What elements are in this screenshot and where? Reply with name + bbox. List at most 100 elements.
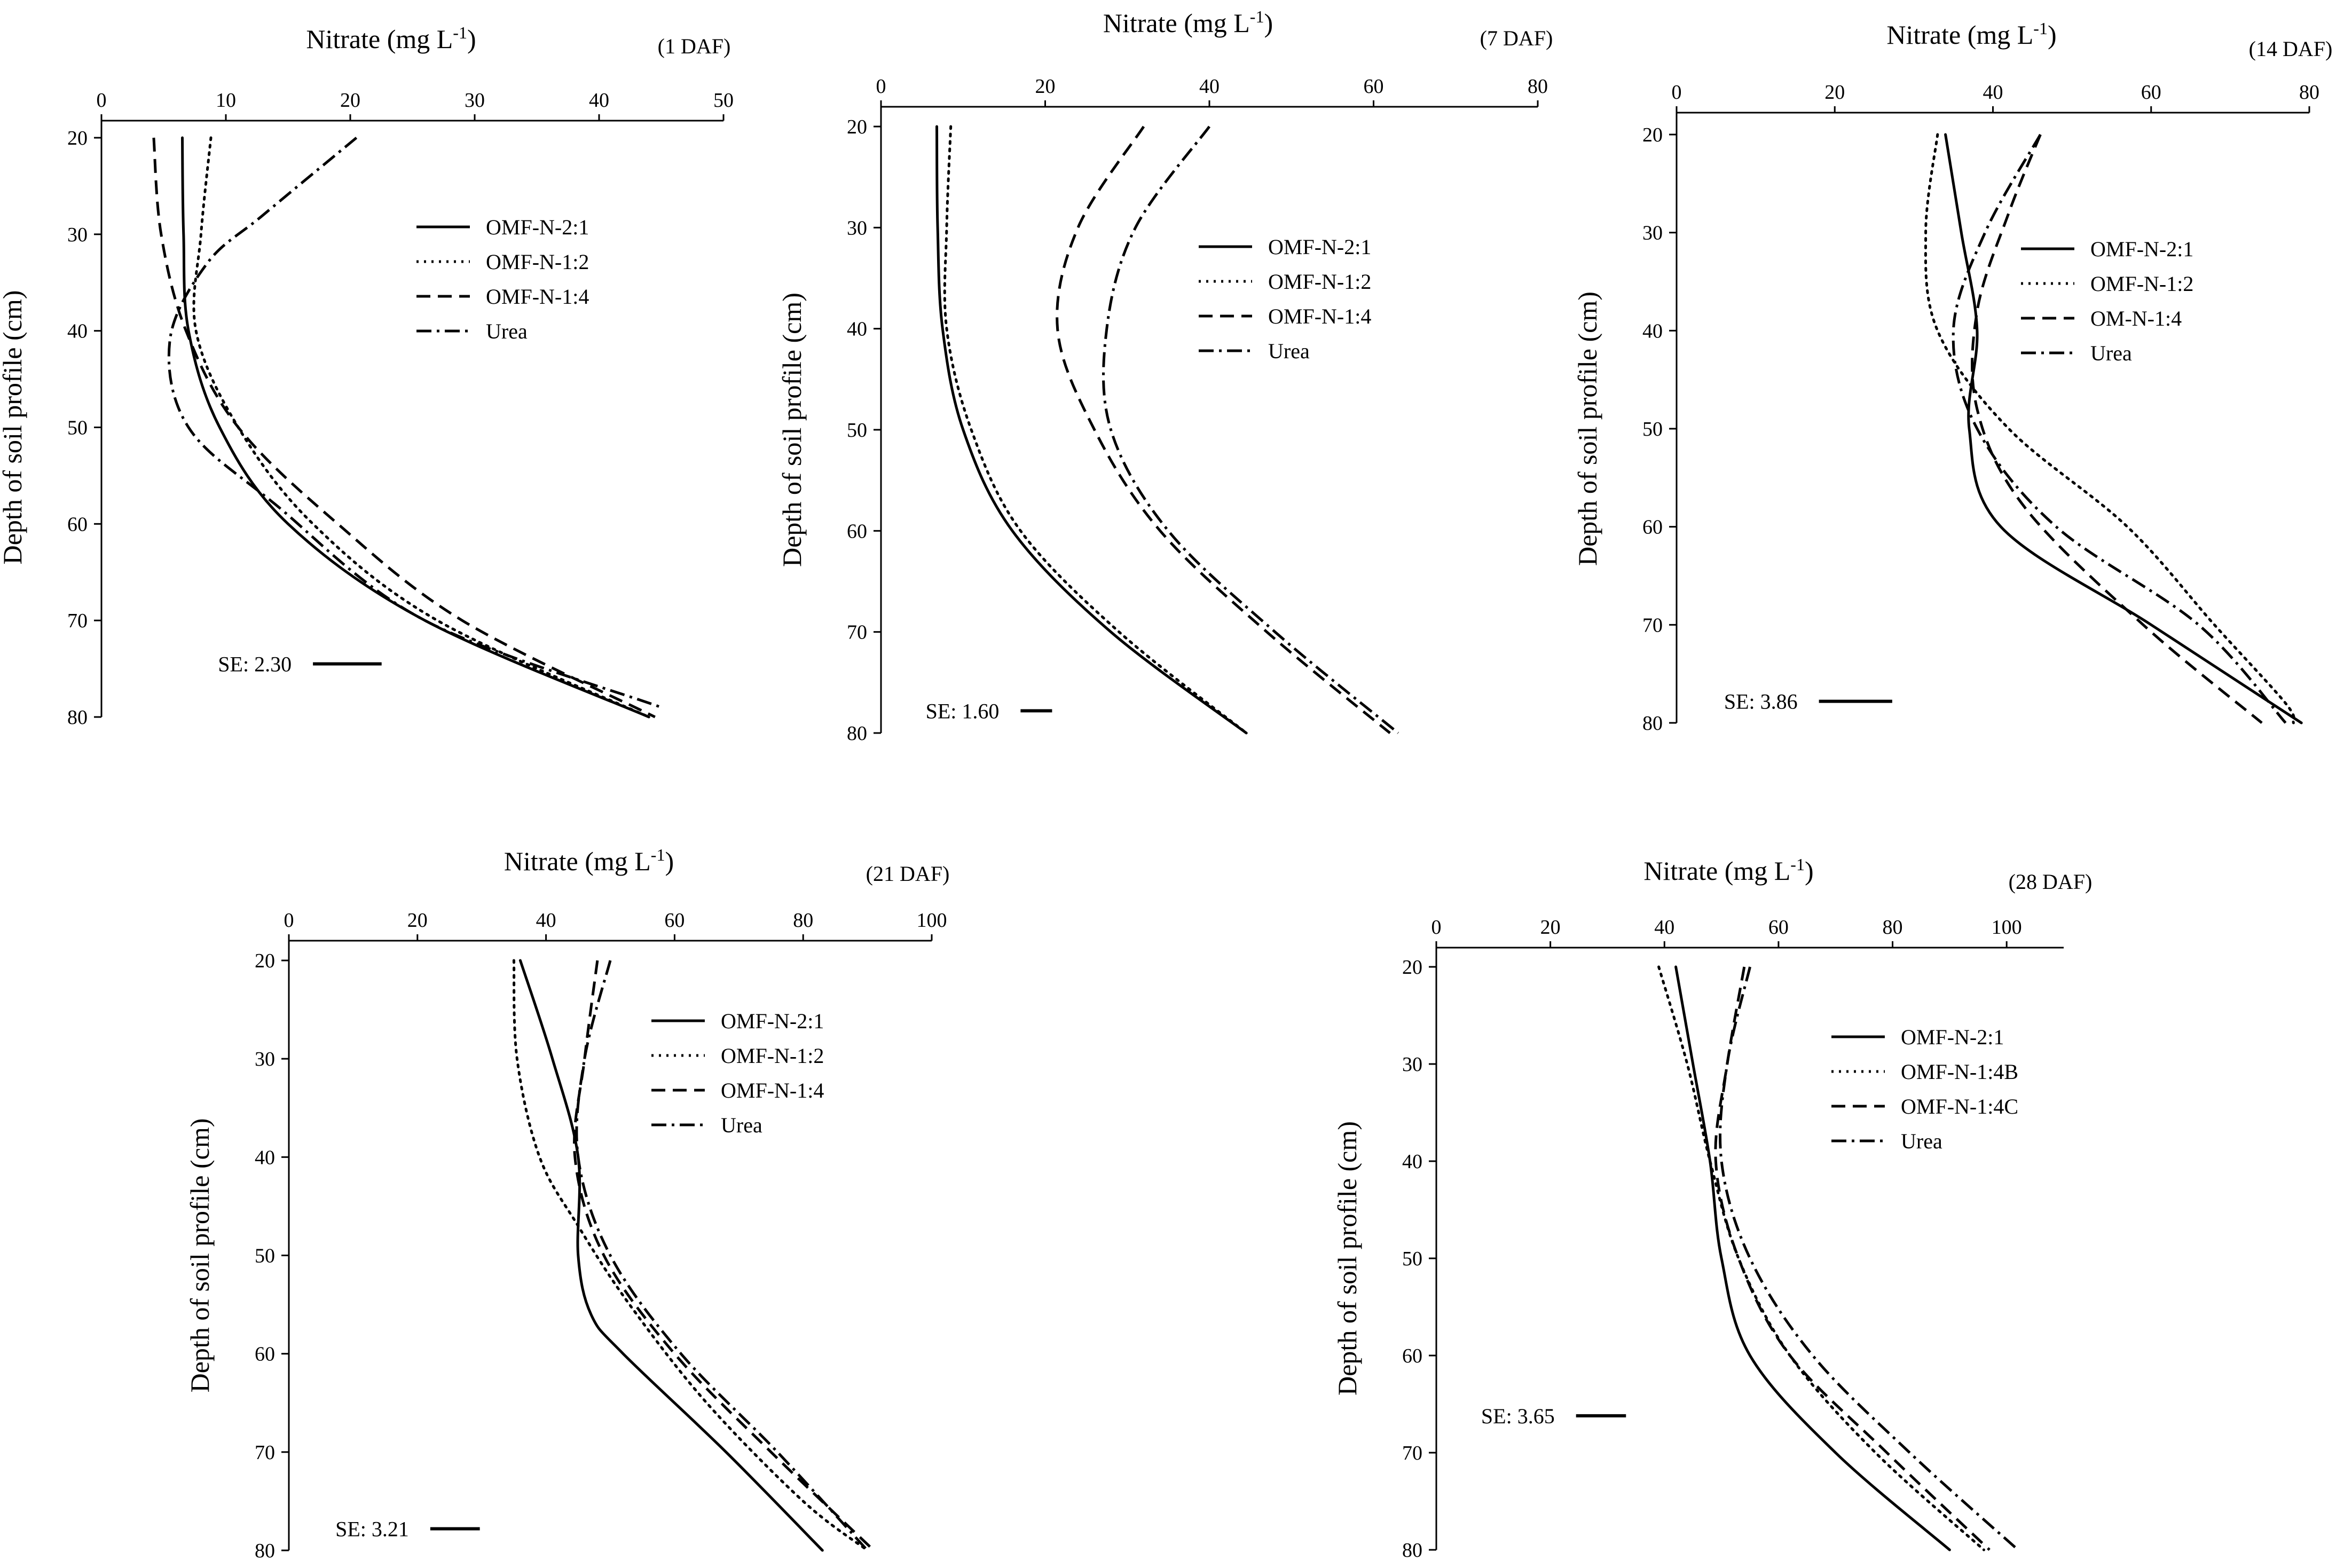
x-tick-label: 30	[465, 89, 485, 112]
y-tick-label: 60	[847, 520, 867, 542]
x-tick-label: 60	[2141, 81, 2161, 104]
series-line-omf-n-2-1	[1944, 133, 2303, 724]
y-tick-label: 70	[1402, 1442, 1422, 1464]
chart-panel-5: 0 20 40 60 80 100 20 30 40 50 60 70 80 Nitrate (mg L-…	[1332, 855, 2092, 1562]
y-tick-label: 40	[255, 1146, 275, 1169]
panel-tag: (7 DAF)	[1480, 26, 1553, 50]
x-axis-title: Nitrate (mg L-1)	[306, 23, 476, 54]
series-line-omf-n-2-1	[935, 125, 1248, 735]
y-tick-label: 60	[1642, 516, 1663, 539]
x-tick-label: 100	[917, 909, 947, 932]
y-tick-label: 80	[255, 1540, 275, 1562]
x-tick-label: 50	[713, 89, 734, 112]
legend-label: OMF-N-2:1	[1901, 1025, 2004, 1049]
y-tick-label: 60	[1402, 1345, 1422, 1367]
series-line-omf-n-2-1	[181, 136, 650, 719]
y-tick-label: 80	[1642, 712, 1663, 735]
se-label: SE: 3.21	[335, 1517, 409, 1541]
se-label: SE: 3.86	[1724, 690, 1798, 714]
x-tick-label: 20	[1540, 916, 1561, 939]
legend-label: OMF-N-1:4	[721, 1078, 824, 1102]
legend-label: Urea	[2090, 341, 2132, 365]
y-axis-title: Depth of soil profile (cm)	[1332, 1121, 1362, 1396]
panel-tag: (14 DAF)	[2249, 37, 2333, 61]
legend-label: OMF-N-1:4B	[1901, 1060, 2018, 1084]
x-tick-label: 40	[1983, 81, 2003, 104]
legend-label: OMF-N-1:2	[721, 1044, 824, 1068]
legend: OMF-N-2:1 OMF-N-1:2 OMF-N-1:4 Urea	[651, 1009, 824, 1137]
y-axis-title: Depth of soil profile (cm)	[0, 290, 27, 565]
se-label: SE: 1.60	[926, 699, 1000, 723]
chart-panel-4: 0 20 40 60 80 100 20 30 40 50 60 70 80 Nitrate (mg L-…	[185, 845, 949, 1562]
x-tick-label: 20	[407, 909, 428, 932]
y-tick-label: 30	[1642, 222, 1663, 245]
series-line-urea	[1719, 966, 2019, 1551]
series-line-omf-n-2-1	[518, 959, 824, 1552]
y-tick-label: 50	[255, 1245, 275, 1267]
x-tick-label: 80	[1883, 916, 1903, 939]
series-line-omf-n-1-2	[192, 136, 650, 719]
series-line-urea	[575, 960, 869, 1551]
x-tick-label: 0	[284, 909, 294, 932]
x-tick-label: 60	[1364, 75, 1384, 98]
x-axis-title: Nitrate (mg L-1)	[1643, 855, 1813, 886]
x-axis-title: Nitrate (mg L-1)	[1103, 7, 1273, 38]
x-tick-label: 60	[664, 909, 685, 932]
legend: OMF-N-2:1 OMF-N-1:4B OMF-N-1:4C Urea	[1831, 1025, 2018, 1153]
y-tick-label: 30	[1402, 1053, 1422, 1076]
legend-label: Urea	[486, 319, 528, 343]
y-tick-label: 50	[1642, 418, 1663, 440]
x-tick-label: 60	[1768, 916, 1789, 939]
legend-label: OMF-N-1:2	[486, 250, 589, 274]
series-line-urea	[1952, 133, 2287, 724]
se-label: SE: 3.65	[1481, 1404, 1555, 1428]
y-tick-label: 60	[67, 513, 88, 535]
y-tick-label: 60	[255, 1343, 275, 1366]
panel-tag: (1 DAF)	[658, 34, 731, 58]
y-axis-title: Depth of soil profile (cm)	[1572, 291, 1602, 566]
legend-label: OMF-N-2:1	[486, 215, 589, 239]
y-tick-label: 30	[847, 217, 867, 239]
y-tick-label: 70	[67, 610, 88, 632]
x-tick-label: 20	[1035, 75, 1056, 98]
legend-label: OMF-N-2:1	[1268, 235, 1371, 259]
x-tick-label: 100	[1992, 916, 2022, 939]
series-line-omf-n-2-1	[1674, 965, 1951, 1551]
y-tick-label: 50	[67, 417, 88, 439]
x-tick-label: 80	[2299, 81, 2319, 104]
panel-tag: (28 DAF)	[2009, 870, 2093, 894]
y-tick-label: 30	[67, 224, 88, 246]
y-tick-label: 80	[67, 706, 88, 729]
x-tick-label: 40	[1654, 916, 1674, 939]
series-line-omf-n-1-4b	[1657, 965, 1985, 1551]
x-axis-title: Nitrate (mg L-1)	[504, 845, 674, 876]
series-line-omf-n-1-2	[943, 125, 1248, 735]
legend: OMF-N-2:1 OMF-N-1:2 OMF-N-1:4 Urea	[1199, 235, 1371, 363]
x-tick-label: 0	[1672, 81, 1682, 104]
x-tick-label: 0	[97, 89, 107, 112]
series-line-omf-n-1-2	[512, 959, 869, 1552]
series-line-omf-n-1-2	[1924, 133, 2295, 724]
y-tick-label: 40	[1402, 1151, 1422, 1173]
x-tick-label: 40	[536, 909, 556, 932]
y-tick-label: 80	[1402, 1539, 1422, 1562]
y-tick-label: 70	[255, 1441, 275, 1464]
x-tick-label: 10	[216, 89, 236, 112]
x-tick-label: 40	[589, 89, 609, 112]
chart-panel-1: 0 10 20 30 40 50 20 30 40 50 60 70 80 Nitrate (mg L-1…	[0, 23, 734, 729]
y-tick-label: 30	[255, 1048, 275, 1070]
x-axis-title: Nitrate (mg L-1)	[1886, 19, 2056, 50]
legend-label: OMF-N-1:4C	[1901, 1094, 2018, 1118]
series-line-urea	[1102, 125, 1399, 734]
legend-label: Urea	[1901, 1129, 1942, 1153]
legend-label: OMF-N-1:2	[2090, 272, 2193, 296]
series-line-omf-n-1-4	[1056, 125, 1391, 734]
legend-label: Urea	[1268, 339, 1310, 363]
y-tick-label: 70	[847, 621, 867, 644]
legend-label: OMF-N-2:1	[721, 1009, 824, 1033]
y-tick-label: 50	[847, 419, 867, 442]
series-line-urea	[167, 137, 662, 709]
y-tick-label: 20	[67, 127, 88, 149]
y-tick-label: 70	[1642, 614, 1663, 636]
